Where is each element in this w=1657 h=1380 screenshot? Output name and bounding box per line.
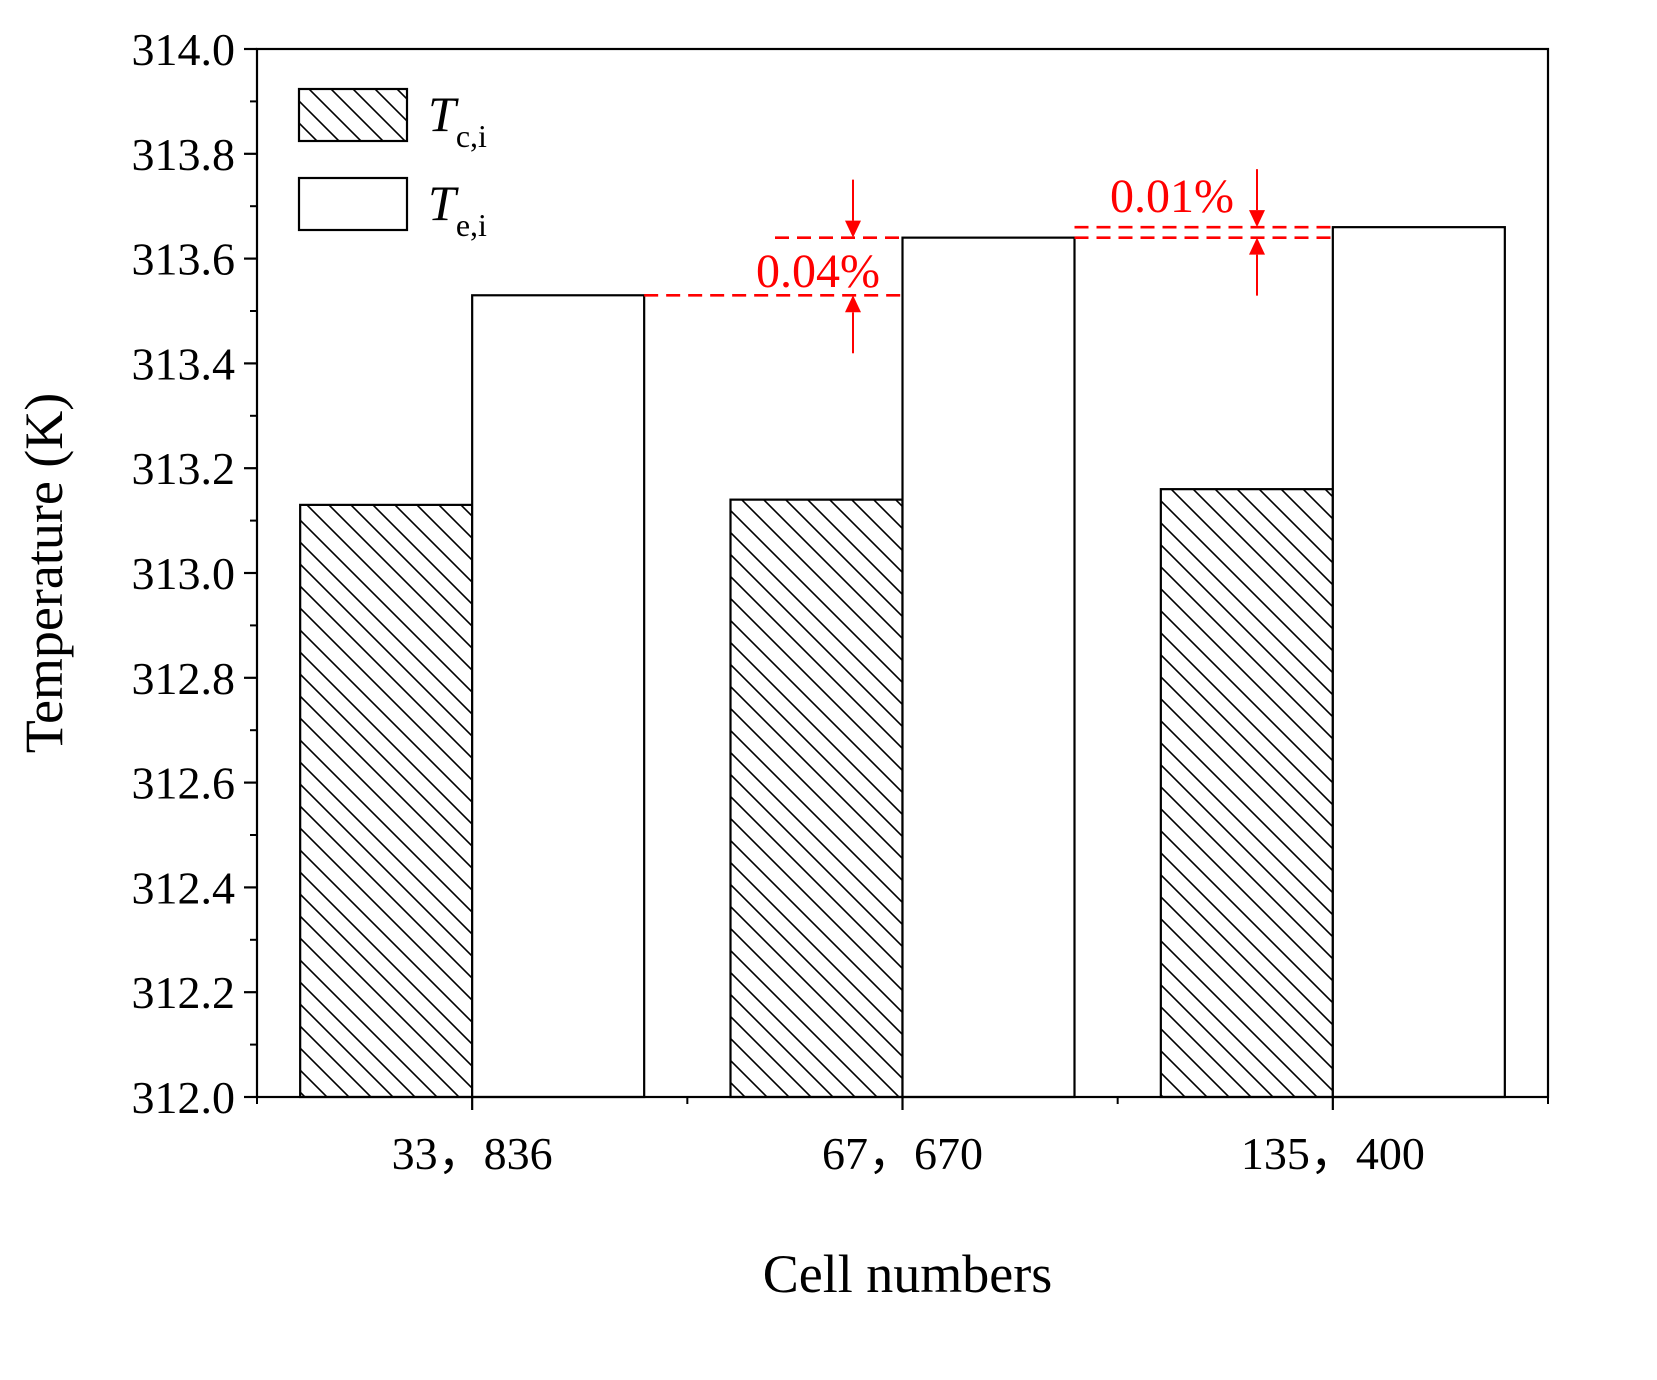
y-tick-label: 313.0 bbox=[132, 548, 236, 599]
bar-ei-2 bbox=[1331, 226, 1506, 1099]
annotation-label-0: 0.04% bbox=[756, 245, 880, 298]
legend-swatch-1 bbox=[297, 176, 409, 232]
bar-ci-1 bbox=[729, 498, 904, 1099]
y-tick-label: 313.6 bbox=[132, 234, 236, 285]
bar-ci-0 bbox=[299, 503, 474, 1099]
annotation-arrow-down-1-head bbox=[1249, 210, 1265, 228]
y-tick-label: 313.8 bbox=[132, 129, 236, 180]
x-tick-label: 135，400 bbox=[1241, 1128, 1425, 1179]
x-tick-label: 67，670 bbox=[822, 1128, 983, 1179]
y-tick-label: 312.0 bbox=[132, 1072, 236, 1123]
y-tick-label: 312.8 bbox=[132, 653, 236, 704]
y-tick-label: 313.4 bbox=[132, 338, 236, 389]
annotation-arrow-down-0-head bbox=[845, 220, 861, 238]
bar-ci-2 bbox=[1159, 488, 1334, 1099]
legend-label-0: Tc,i bbox=[428, 86, 487, 154]
x-axis-title: Cell numbers bbox=[763, 1244, 1052, 1304]
y-tick-label: 312.6 bbox=[132, 758, 236, 809]
legend-label-1: Te,i bbox=[428, 175, 487, 243]
y-tick-label: 312.2 bbox=[132, 967, 236, 1018]
y-tick-label: 314.0 bbox=[132, 24, 236, 75]
annotation-label-1: 0.01% bbox=[1110, 170, 1234, 223]
legend-swatch-0 bbox=[297, 87, 409, 143]
x-tick-label: 33，836 bbox=[392, 1128, 553, 1179]
bar-ei-0 bbox=[471, 294, 646, 1099]
y-axis-title: Temperature (K) bbox=[14, 393, 74, 754]
annotations: 0.04% 0.01% bbox=[644, 169, 1333, 354]
y-tick-label: 313.2 bbox=[132, 443, 236, 494]
y-tick-label: 312.4 bbox=[132, 862, 236, 913]
legend: Tc,i Te,i bbox=[297, 86, 487, 243]
bar-ei-1 bbox=[901, 236, 1076, 1099]
annotation-arrow-up-0-head bbox=[845, 295, 861, 313]
annotation-arrow-up-1-head bbox=[1249, 237, 1265, 255]
